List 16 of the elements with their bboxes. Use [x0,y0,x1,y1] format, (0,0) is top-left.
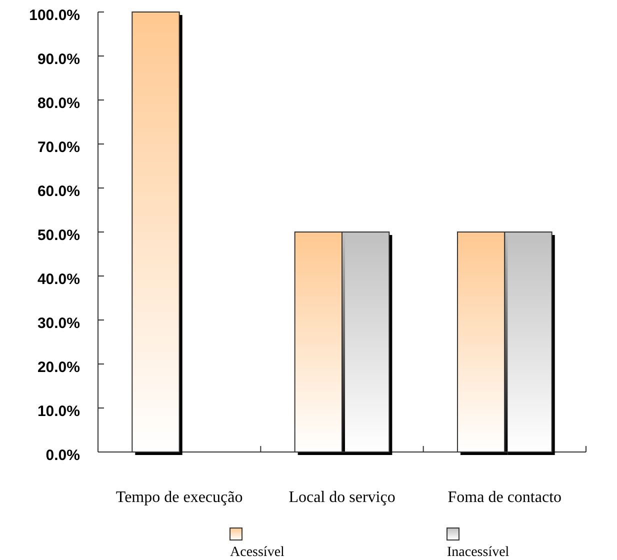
y-tick-label: 100.0% [29,7,80,24]
y-tick-label: 60.0% [37,183,80,200]
y-tick-label: 20.0% [37,359,80,376]
legend-label: Inacessível [447,545,510,560]
x-tick-label: Foma de contacto [448,489,562,506]
legend-label: Acessível [230,545,285,560]
y-tick-label: 50.0% [37,227,80,244]
y-tick-label: 0.0% [46,447,80,464]
y-tick-label: 10.0% [37,403,80,420]
y-tick-label: 70.0% [37,139,80,156]
y-tick-label: 80.0% [37,95,80,112]
x-tick-label: Local do serviço [288,489,396,506]
y-tick-label: 30.0% [37,315,80,332]
x-tick-label: Tempo de execução [116,489,243,506]
y-tick-label: 40.0% [37,271,80,288]
y-tick-label: 90.0% [37,51,80,68]
